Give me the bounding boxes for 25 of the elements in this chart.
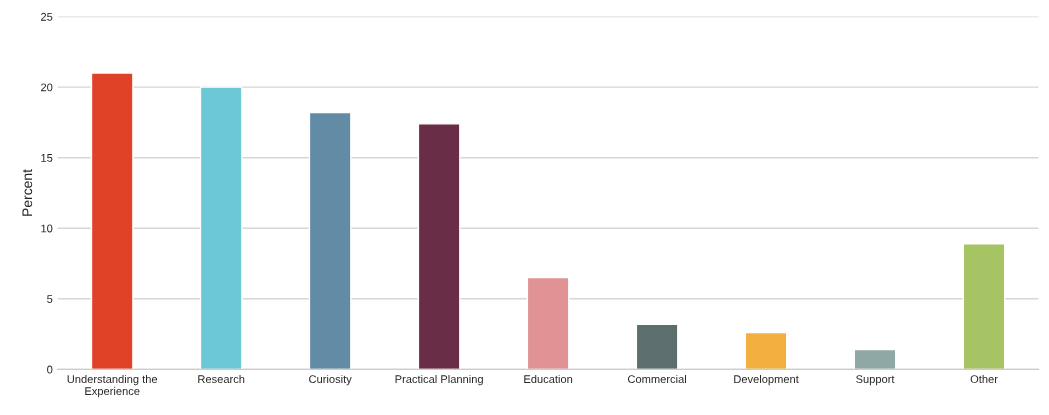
y-tick-label: 20 [41,83,53,92]
y-tick-label: 15 [41,154,53,162]
y-tick-label: 10 [41,224,53,233]
y-tick-label: 5 [47,295,53,303]
bar [962,243,1006,370]
x-tick-label: Curiosity [309,374,352,386]
bar [526,276,570,370]
x-tick-label: Support [856,375,895,386]
x-tick-label: Education [524,374,573,384]
bar [90,72,134,370]
x-tick-label: Research [198,374,245,384]
bar [308,111,352,370]
y-tick-label: 0 [47,365,53,374]
x-tick-label: Understanding the Experience [67,374,158,398]
y-axis-title: Percent [22,169,33,216]
x-tick-label: Commercial [628,374,686,384]
x-tick-label: Other [970,374,998,384]
x-tick-label: Practical Planning [395,374,483,386]
bar [635,323,679,370]
x-tick-label: Development [734,374,799,386]
bar [853,348,897,370]
bar [744,331,788,370]
y-tick-label: 25 [41,12,53,21]
bar [199,86,243,370]
bar [417,123,461,370]
